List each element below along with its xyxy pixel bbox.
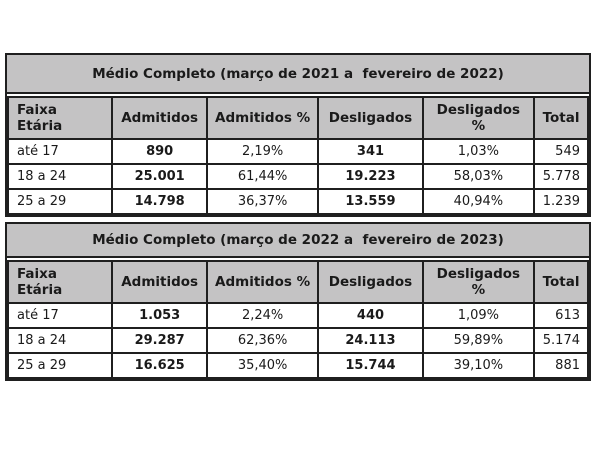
cell-faixa-etaria: 18 a 24 <box>6 163 114 190</box>
column-header-desligados: Desligados <box>317 96 424 140</box>
table-title: Médio Completo (março de 2022 a fevereir… <box>7 224 589 258</box>
column-header-faixa-etaria: Faixa Etária <box>6 260 114 304</box>
cell-faixa-etaria: até 17 <box>6 302 114 329</box>
cell-desligados-pct: 58,03% <box>421 163 536 190</box>
column-header-total: Total <box>533 260 589 304</box>
column-header-admitidos: Admitidos <box>111 96 208 140</box>
cell-admitidos: 1.053 <box>111 302 208 329</box>
cell-faixa-etaria: 18 a 24 <box>6 327 114 354</box>
table-header-row: Faixa Etária Admitidos Admitidos % Desli… <box>6 260 589 304</box>
cell-admitidos-pct: 61,44% <box>205 163 320 190</box>
cell-desligados-pct: 1,09% <box>421 302 536 329</box>
column-header-admitidos-pct: Admitidos % <box>205 260 320 304</box>
data-table: Faixa Etária Admitidos Admitidos % Desli… <box>6 96 589 215</box>
cell-desligados-pct: 40,94% <box>421 188 536 215</box>
column-header-admitidos-pct: Admitidos % <box>205 96 320 140</box>
cell-total: 613 <box>533 302 589 329</box>
cell-admitidos-pct: 36,37% <box>205 188 320 215</box>
column-header-total: Total <box>533 96 589 140</box>
table-row: 25 a 29 14.798 36,37% 13.559 40,94% 1.23… <box>6 188 589 215</box>
column-header-desligados-pct: Desligados % <box>421 96 536 140</box>
cell-faixa-etaria: até 17 <box>6 138 114 165</box>
table-title: Médio Completo (março de 2021 a fevereir… <box>7 55 589 94</box>
column-header-faixa-etaria: Faixa Etária <box>6 96 114 140</box>
cell-desligados: 15.744 <box>317 352 424 379</box>
cell-admitidos-pct: 62,36% <box>205 327 320 354</box>
cell-desligados-pct: 59,89% <box>421 327 536 354</box>
table-row: 18 a 24 25.001 61,44% 19.223 58,03% 5.77… <box>6 163 589 190</box>
table-row: até 17 890 2,19% 341 1,03% 549 <box>6 138 589 165</box>
cell-desligados-pct: 1,03% <box>421 138 536 165</box>
cell-total: 549 <box>533 138 589 165</box>
cell-desligados: 440 <box>317 302 424 329</box>
table-medio-completo-2021-2022: Médio Completo (março de 2021 a fevereir… <box>5 53 591 217</box>
cell-admitidos: 16.625 <box>111 352 208 379</box>
cell-admitidos-pct: 2,19% <box>205 138 320 165</box>
cell-admitidos: 14.798 <box>111 188 208 215</box>
column-header-admitidos: Admitidos <box>111 260 208 304</box>
cell-admitidos: 29.287 <box>111 327 208 354</box>
cell-desligados: 24.113 <box>317 327 424 354</box>
cell-total: 881 <box>533 352 589 379</box>
cell-desligados-pct: 39,10% <box>421 352 536 379</box>
cell-admitidos: 25.001 <box>111 163 208 190</box>
cell-desligados: 341 <box>317 138 424 165</box>
column-header-desligados-pct: Desligados % <box>421 260 536 304</box>
cell-total: 5.174 <box>533 327 589 354</box>
cell-desligados: 13.559 <box>317 188 424 215</box>
table-row: 18 a 24 29.287 62,36% 24.113 59,89% 5.17… <box>6 327 589 354</box>
cell-faixa-etaria: 25 a 29 <box>6 352 114 379</box>
cell-total: 5.778 <box>533 163 589 190</box>
cell-admitidos-pct: 2,24% <box>205 302 320 329</box>
table-row: 25 a 29 16.625 35,40% 15.744 39,10% 881 <box>6 352 589 379</box>
cell-faixa-etaria: 25 a 29 <box>6 188 114 215</box>
cell-total: 1.239 <box>533 188 589 215</box>
cell-admitidos: 890 <box>111 138 208 165</box>
cell-admitidos-pct: 35,40% <box>205 352 320 379</box>
table-medio-completo-2022-2023: Médio Completo (março de 2022 a fevereir… <box>5 222 591 381</box>
column-header-desligados: Desligados <box>317 260 424 304</box>
data-table: Faixa Etária Admitidos Admitidos % Desli… <box>6 260 589 379</box>
page: Médio Completo (março de 2021 a fevereir… <box>0 53 600 453</box>
table-header-row: Faixa Etária Admitidos Admitidos % Desli… <box>6 96 589 140</box>
table-row: até 17 1.053 2,24% 440 1,09% 613 <box>6 302 589 329</box>
cell-desligados: 19.223 <box>317 163 424 190</box>
